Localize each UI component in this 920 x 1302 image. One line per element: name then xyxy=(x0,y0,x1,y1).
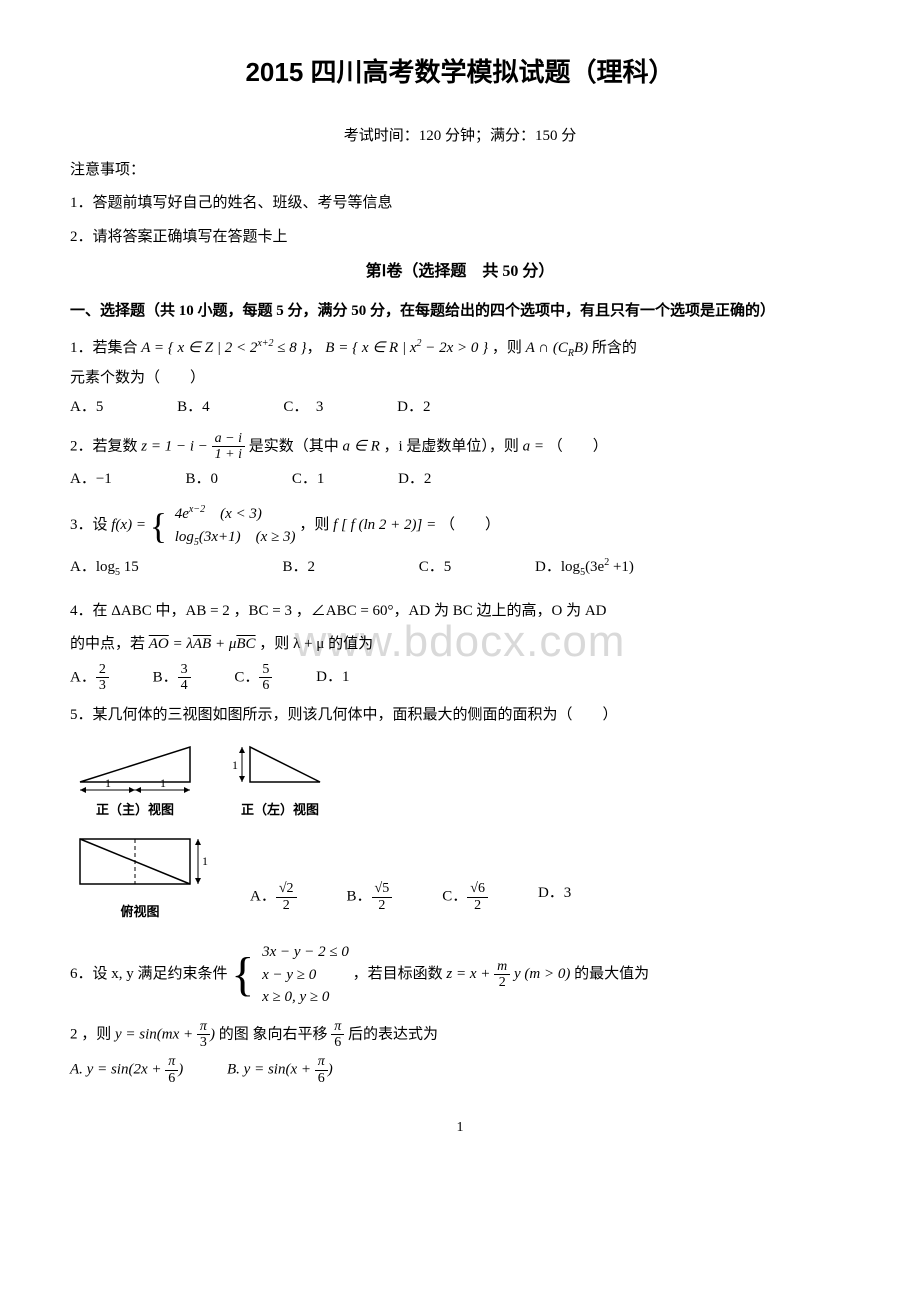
page-number: 1 xyxy=(70,1116,850,1140)
q2-stem-d: （ ） xyxy=(548,438,608,454)
q5-opt-d: D．3 xyxy=(538,881,571,913)
q5-opt-b: B．√52 xyxy=(347,881,393,913)
section-1-header: 第Ⅰ卷（选择题 共 50 分） xyxy=(70,258,850,285)
q1-stem-a: 1．若集合 xyxy=(70,340,141,356)
q1-setA: A = { x ∈ Z | 2 < 2x+2 ≤ 8 } xyxy=(141,340,306,356)
q2-opt-d: D．2 xyxy=(398,467,431,493)
q3-opt-a: A．log5 15 xyxy=(70,555,139,581)
q3-opt-c: C．5 xyxy=(419,555,452,581)
q4-stem-c: ，则 λ + μ 的值为 xyxy=(259,636,373,652)
page-title: 2015 四川高考数学模拟试题（理科） xyxy=(70,50,850,94)
svg-text:1: 1 xyxy=(160,776,166,790)
question-1: 1．若集合 A = { x ∈ Z | 2 < 2x+2 ≤ 8 }， B = … xyxy=(70,335,850,362)
q5-side-label: 正（左）视图 xyxy=(230,799,330,821)
q4-opt-c: C．56 xyxy=(234,662,272,694)
q5-opt-c: C．√62 xyxy=(442,881,488,913)
q1-setB: B = { x ∈ R | x2 − 2x > 0 } xyxy=(325,340,488,356)
q4-opt-b: B．34 xyxy=(153,662,191,694)
page-content: 2015 四川高考数学模拟试题（理科） 考试时间：120 分钟；满分：150 分… xyxy=(70,50,850,1140)
q2-stem-a: 2．若复数 xyxy=(70,438,141,454)
q1-stem-d: 元素个数为（ ） xyxy=(70,366,850,392)
q2-stem-c: ，i 是虚数单位），则 xyxy=(383,438,522,454)
exam-info: 考试时间：120 分钟；满分：150 分 xyxy=(70,124,850,150)
q1-opt-c: C． 3 xyxy=(283,395,323,421)
q4-vec-ab: AB xyxy=(193,636,211,652)
q4-opt-a: A．23 xyxy=(70,662,109,694)
svg-text:1: 1 xyxy=(202,854,208,868)
notes-header: 注意事项： xyxy=(70,158,850,184)
q2-opt-a: A．−1 xyxy=(70,467,112,493)
q1-opt-a: A．5 xyxy=(70,395,103,421)
q5-figures-row1: 1 1 正（主）视图 1 正（左）视图 xyxy=(70,737,850,821)
svg-text:1: 1 xyxy=(232,758,238,772)
q4-vec-ao: AO xyxy=(149,636,169,652)
q3-options: A．log5 15 B．2 C．5 D．log5(3e2 +1) xyxy=(70,554,850,581)
q6-line2: 2 ，则 y = sin(mx + π3) 的图 象向右平移 π6 后的表达式为 xyxy=(70,1019,850,1051)
q4-options: A．23 B．34 C．56 D．1 xyxy=(70,662,850,694)
q4-opt-d: D．1 xyxy=(316,665,349,691)
q2-frac: a − i 1 + i xyxy=(212,431,245,463)
q1-options: A．5 B．4 C． 3 D．2 xyxy=(70,395,850,421)
q2-opt-b: B．0 xyxy=(186,467,219,493)
q6-constraints: { 3x − y − 2 ≤ 0 x − y ≥ 0 x ≥ 0, y ≥ 0 xyxy=(231,941,349,1009)
q3-fx: f(x) = xyxy=(111,517,149,533)
q5-front-view: 1 1 正（主）视图 xyxy=(70,737,200,821)
svg-text:1: 1 xyxy=(105,776,111,790)
q2-options: A．−1 B．0 C．1 D．2 xyxy=(70,467,850,493)
question-3: 3．设 f(x) = { 4ex−2 (x < 3) log5(3x+1) (x… xyxy=(70,502,850,550)
q5-side-view: 1 正（左）视图 xyxy=(230,737,330,821)
q4-vec-bc: BC xyxy=(236,636,255,652)
question-2: 2．若复数 z = 1 − i − a − i 1 + i 是实数（其中 a ∈… xyxy=(70,431,850,463)
q5-front-label: 正（主）视图 xyxy=(70,799,200,821)
q1-opt-b: B．4 xyxy=(177,395,210,421)
q2-ain: a ∈ R xyxy=(343,438,380,454)
q1-opt-d: D．2 xyxy=(397,395,430,421)
part-1-header: 一、选择题（共 10 小题，每题 5 分，满分 50 分，在每题给出的四个选项中… xyxy=(70,299,850,325)
q1-stem-c: 所含的 xyxy=(592,340,637,356)
q4-stem-b: 的中点，若 xyxy=(70,636,149,652)
q2-z: z = 1 − i − xyxy=(141,438,211,454)
q6-z: z = x + xyxy=(446,966,494,982)
q6-stem-b: ，若目标函数 xyxy=(353,966,447,982)
q4-stem-a: 4．在 ΔABC 中，AB = 2 ，BC = 3 ，∠ABC = 60°，AD… xyxy=(70,599,850,625)
q3-stem-c: （ ） xyxy=(440,517,500,533)
q5-options: A．√22 B．√52 C．√62 D．3 xyxy=(250,881,850,923)
q6-stem-a: 6．设 x, y 满足约束条件 xyxy=(70,966,231,982)
q3-cases: { 4ex−2 (x < 3) log5(3x+1) (x ≥ 3) xyxy=(150,502,296,550)
q6-opt-a: A. y = sin(2x + π6) xyxy=(70,1054,183,1086)
question-4: 4．在 ΔABC 中，AB = 2 ，BC = 3 ，∠ABC = 60°，AD… xyxy=(70,599,850,658)
q5-top-label: 俯视图 xyxy=(70,901,210,923)
q2-stem-b: 是实数（其中 xyxy=(249,438,343,454)
q2-aeq: a = xyxy=(523,438,548,454)
q6-options: A. y = sin(2x + π6) B. y = sin(x + π6) xyxy=(70,1054,850,1086)
q3-stem-b: ，则 xyxy=(299,517,333,533)
q5-figures-row2: 1 俯视图 A．√22 B．√52 C．√62 D．3 xyxy=(70,829,850,923)
question-6: 6．设 x, y 满足约束条件 { 3x − y − 2 ≤ 0 x − y ≥… xyxy=(70,941,850,1009)
q1-stem-b: ，则 xyxy=(492,340,526,356)
q6-opt-b: B. y = sin(x + π6) xyxy=(227,1054,333,1086)
note-2: 2．请将答案正确填写在答题卡上 xyxy=(70,225,850,251)
q5-opt-a: A．√22 xyxy=(250,881,297,913)
question-5: 5．某几何体的三视图如图所示，则该几何体中，面积最大的侧面的面积为（ ） xyxy=(70,703,850,729)
q3-stem-a: 3．设 xyxy=(70,517,111,533)
note-1: 1．答题前填写好自己的姓名、班级、考号等信息 xyxy=(70,191,850,217)
q3-opt-b: B．2 xyxy=(283,555,316,581)
q5-top-view: 1 俯视图 xyxy=(70,829,210,923)
q3-opt-d: D．log5(3e2 +1) xyxy=(535,554,634,581)
q6-stem-c: 的最大值为 xyxy=(574,966,649,982)
q1-intersect: A ∩ (CRB) xyxy=(526,340,589,356)
q3-eval: f [ f (ln 2 + 2)] = xyxy=(333,517,440,533)
q2-opt-c: C．1 xyxy=(292,467,325,493)
